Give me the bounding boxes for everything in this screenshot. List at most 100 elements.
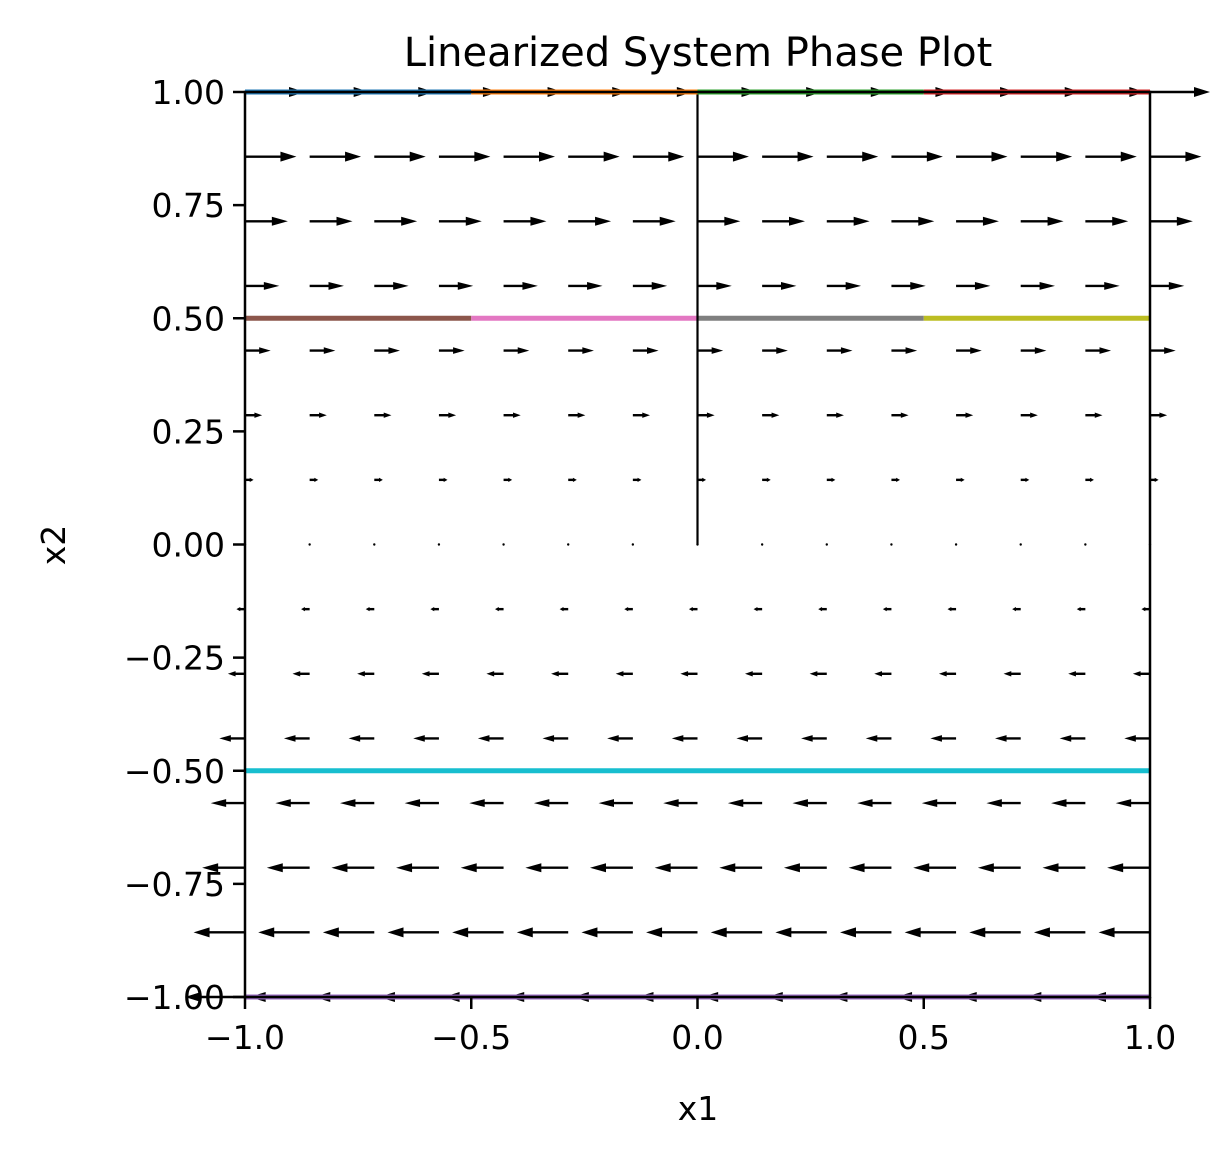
vector-arrow xyxy=(809,671,827,677)
vector-arrow xyxy=(801,735,827,742)
vector-arrow xyxy=(818,607,827,612)
vector-arrow xyxy=(646,927,698,938)
vector-arrow xyxy=(913,863,957,873)
vector-arrow xyxy=(891,477,900,482)
vector-arrow xyxy=(825,543,828,546)
vector-arrow xyxy=(1149,216,1193,226)
vector-arrow xyxy=(308,543,311,546)
vector-arrow xyxy=(697,151,749,162)
vector-arrow xyxy=(890,543,893,546)
vector-arrow xyxy=(309,412,327,418)
vector-arrow xyxy=(452,927,504,938)
vector-arrow xyxy=(826,412,844,418)
vector-arrow xyxy=(1149,87,1210,98)
vector-arrow xyxy=(245,151,297,162)
vector-arrow xyxy=(956,347,982,354)
vector-arrow xyxy=(309,347,336,354)
vector-arrow xyxy=(374,216,418,226)
vector-arrow xyxy=(762,282,797,290)
vector-arrow xyxy=(348,735,375,742)
vector-arrow xyxy=(374,412,392,418)
vector-arrow xyxy=(891,151,943,162)
vector-arrow xyxy=(1068,671,1086,677)
vector-arrow xyxy=(387,927,439,938)
vector-arrow xyxy=(258,927,310,938)
vector-arrow xyxy=(1115,799,1150,807)
vector-arrow xyxy=(568,151,620,162)
vector-arrow xyxy=(624,607,633,612)
vector-arrow xyxy=(1132,671,1150,677)
vector-arrow xyxy=(1149,477,1159,482)
vector-arrow xyxy=(413,735,439,742)
vector-arrow xyxy=(568,477,577,482)
vector-arrow xyxy=(245,412,263,418)
vector-arrow xyxy=(736,735,763,742)
vector-arrow xyxy=(994,735,1021,742)
y-tick-label: 1.00 xyxy=(152,73,225,112)
vector-arrow xyxy=(438,282,474,290)
vector-arrow xyxy=(719,863,763,873)
vector-arrow xyxy=(567,543,570,546)
vector-arrow xyxy=(503,412,521,418)
vector-arrow xyxy=(227,671,245,677)
vector-arrow xyxy=(1141,607,1150,612)
vector-arrow xyxy=(193,927,245,938)
vector-arrow xyxy=(1085,282,1120,290)
vector-arrow xyxy=(631,543,635,546)
vector-arrow xyxy=(826,282,862,290)
vector-arrow xyxy=(671,735,698,742)
vector-arrow xyxy=(632,282,668,290)
vector-arrow xyxy=(891,216,935,226)
vector-arrow xyxy=(309,282,344,290)
vector-arrow xyxy=(1084,543,1087,546)
vector-arrow xyxy=(421,671,439,677)
vector-arrow xyxy=(697,282,732,290)
vector-arrow xyxy=(1085,412,1103,418)
vector-arrow xyxy=(374,477,383,482)
y-axis-label: x2 xyxy=(34,525,73,566)
vector-arrow xyxy=(1051,799,1086,807)
vector-arrow xyxy=(969,927,1021,938)
y-axis-ticks: −1.00 −0.75 −0.50 −0.25 0.00 0.25 0.50 0.75 1.00 xyxy=(124,73,245,1017)
vector-arrow xyxy=(874,671,892,677)
vector-arrow xyxy=(615,671,633,677)
vector-arrow xyxy=(891,412,909,418)
vector-arrow xyxy=(727,799,763,807)
vector-arrow xyxy=(438,477,448,482)
vector-arrow xyxy=(245,477,254,482)
vector-arrow xyxy=(309,216,353,226)
x-tick-label: −0.5 xyxy=(431,1018,511,1057)
vector-arrow xyxy=(826,347,853,354)
vector-arrow xyxy=(826,477,836,482)
vector-arrow xyxy=(245,347,271,354)
vector-arrow xyxy=(632,216,676,226)
vector-arrow xyxy=(1107,863,1150,873)
vector-arrow xyxy=(1020,151,1073,162)
vector-arrow xyxy=(632,412,650,418)
vector-arrow xyxy=(1020,477,1030,482)
vector-arrow xyxy=(938,671,957,677)
vector-arrow xyxy=(598,799,633,807)
vector-arrow xyxy=(680,671,698,677)
vector-arrow xyxy=(437,543,441,546)
vector-arrow xyxy=(236,607,245,612)
vector-arrow xyxy=(1059,735,1086,742)
vector-arrow xyxy=(1020,282,1055,290)
vector-arrow xyxy=(1098,927,1150,938)
vector-arrow xyxy=(486,671,504,677)
vector-arrow xyxy=(438,412,457,418)
vector-arrow xyxy=(339,799,375,807)
vector-arrow xyxy=(1020,412,1038,418)
vector-arrow xyxy=(956,282,991,290)
vector-arrow xyxy=(430,607,439,612)
vector-arrow xyxy=(775,927,827,938)
vector-arrow xyxy=(762,477,771,482)
y-tick-label: −0.75 xyxy=(124,865,225,904)
vector-arrow xyxy=(1020,347,1047,354)
vector-arrow xyxy=(1085,477,1094,482)
vector-arrow xyxy=(710,927,763,938)
y-tick-label: 0.00 xyxy=(152,526,225,565)
vector-arrow xyxy=(322,927,375,938)
plot-area xyxy=(185,87,1210,1002)
